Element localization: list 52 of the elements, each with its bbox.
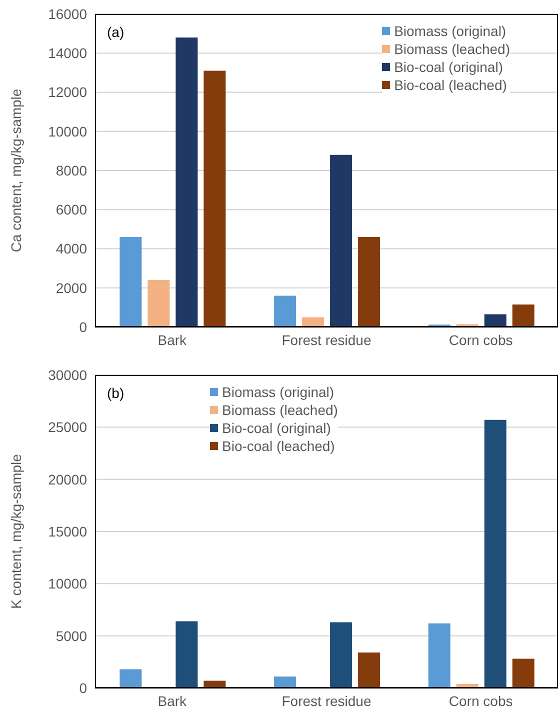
bar — [428, 623, 450, 688]
bar — [120, 237, 142, 327]
annotation: (b) — [107, 385, 124, 401]
legend-label: Bio-coal (original) — [222, 419, 331, 437]
bar — [358, 237, 380, 327]
bar — [120, 669, 142, 688]
annotation: (a) — [107, 24, 124, 40]
bar — [512, 658, 534, 688]
legend-label: Bio-coal (leached) — [222, 437, 335, 455]
y-tick-label: 20000 — [48, 471, 88, 488]
bar — [358, 652, 380, 688]
y-tick-label: 16000 — [48, 6, 88, 22]
y-tick-label: 25000 — [48, 419, 88, 436]
y-tick-label: 14000 — [48, 45, 88, 62]
bar — [512, 304, 534, 327]
y-tick-label: 30000 — [48, 366, 88, 383]
y-tick-label: 10000 — [48, 123, 88, 140]
x-tick-label: Forest residue — [282, 692, 372, 709]
bar — [484, 420, 506, 688]
legend-label: Biomass (original) — [222, 383, 334, 401]
y-tick-label: 0 — [79, 680, 88, 696]
legend-label: Bio-coal (leached) — [394, 76, 507, 94]
y-tick-label: 2000 — [56, 280, 88, 296]
bar — [302, 317, 324, 327]
x-tick-label: Forest residue — [282, 332, 372, 348]
bar — [204, 70, 226, 327]
bar — [330, 154, 352, 327]
legend-label: Bio-coal (original) — [394, 58, 503, 76]
y-tick-label: 8000 — [56, 162, 88, 178]
bar — [330, 622, 352, 688]
y-tick-label: 15000 — [48, 523, 88, 540]
x-tick-label: Bark — [158, 332, 188, 348]
x-tick-label: Corn cobs — [448, 332, 513, 348]
bar — [274, 676, 296, 688]
y-tick-label: 6000 — [56, 202, 88, 218]
legend-label: Biomass (leached) — [222, 401, 338, 419]
y-tick-label: 5000 — [56, 628, 88, 644]
y-tick-label: 0 — [79, 318, 88, 335]
bar — [484, 314, 506, 327]
x-tick-label: Corn cobs — [448, 692, 513, 709]
y-tick-label: 12000 — [48, 84, 88, 100]
legend-label: Biomass (leached) — [394, 40, 510, 58]
y-axis-title: Ca content, mg/kg-sample — [8, 88, 24, 252]
y-axis-title: K content, mg/kg-sample — [8, 454, 24, 609]
y-tick-label: 10000 — [48, 576, 88, 592]
bar — [176, 37, 198, 327]
bar — [148, 280, 170, 327]
bar — [176, 621, 198, 688]
legend-label: Biomass (original) — [394, 22, 506, 40]
y-tick-label: 4000 — [56, 240, 88, 257]
bar — [274, 296, 296, 327]
x-tick-label: Bark — [158, 692, 188, 709]
